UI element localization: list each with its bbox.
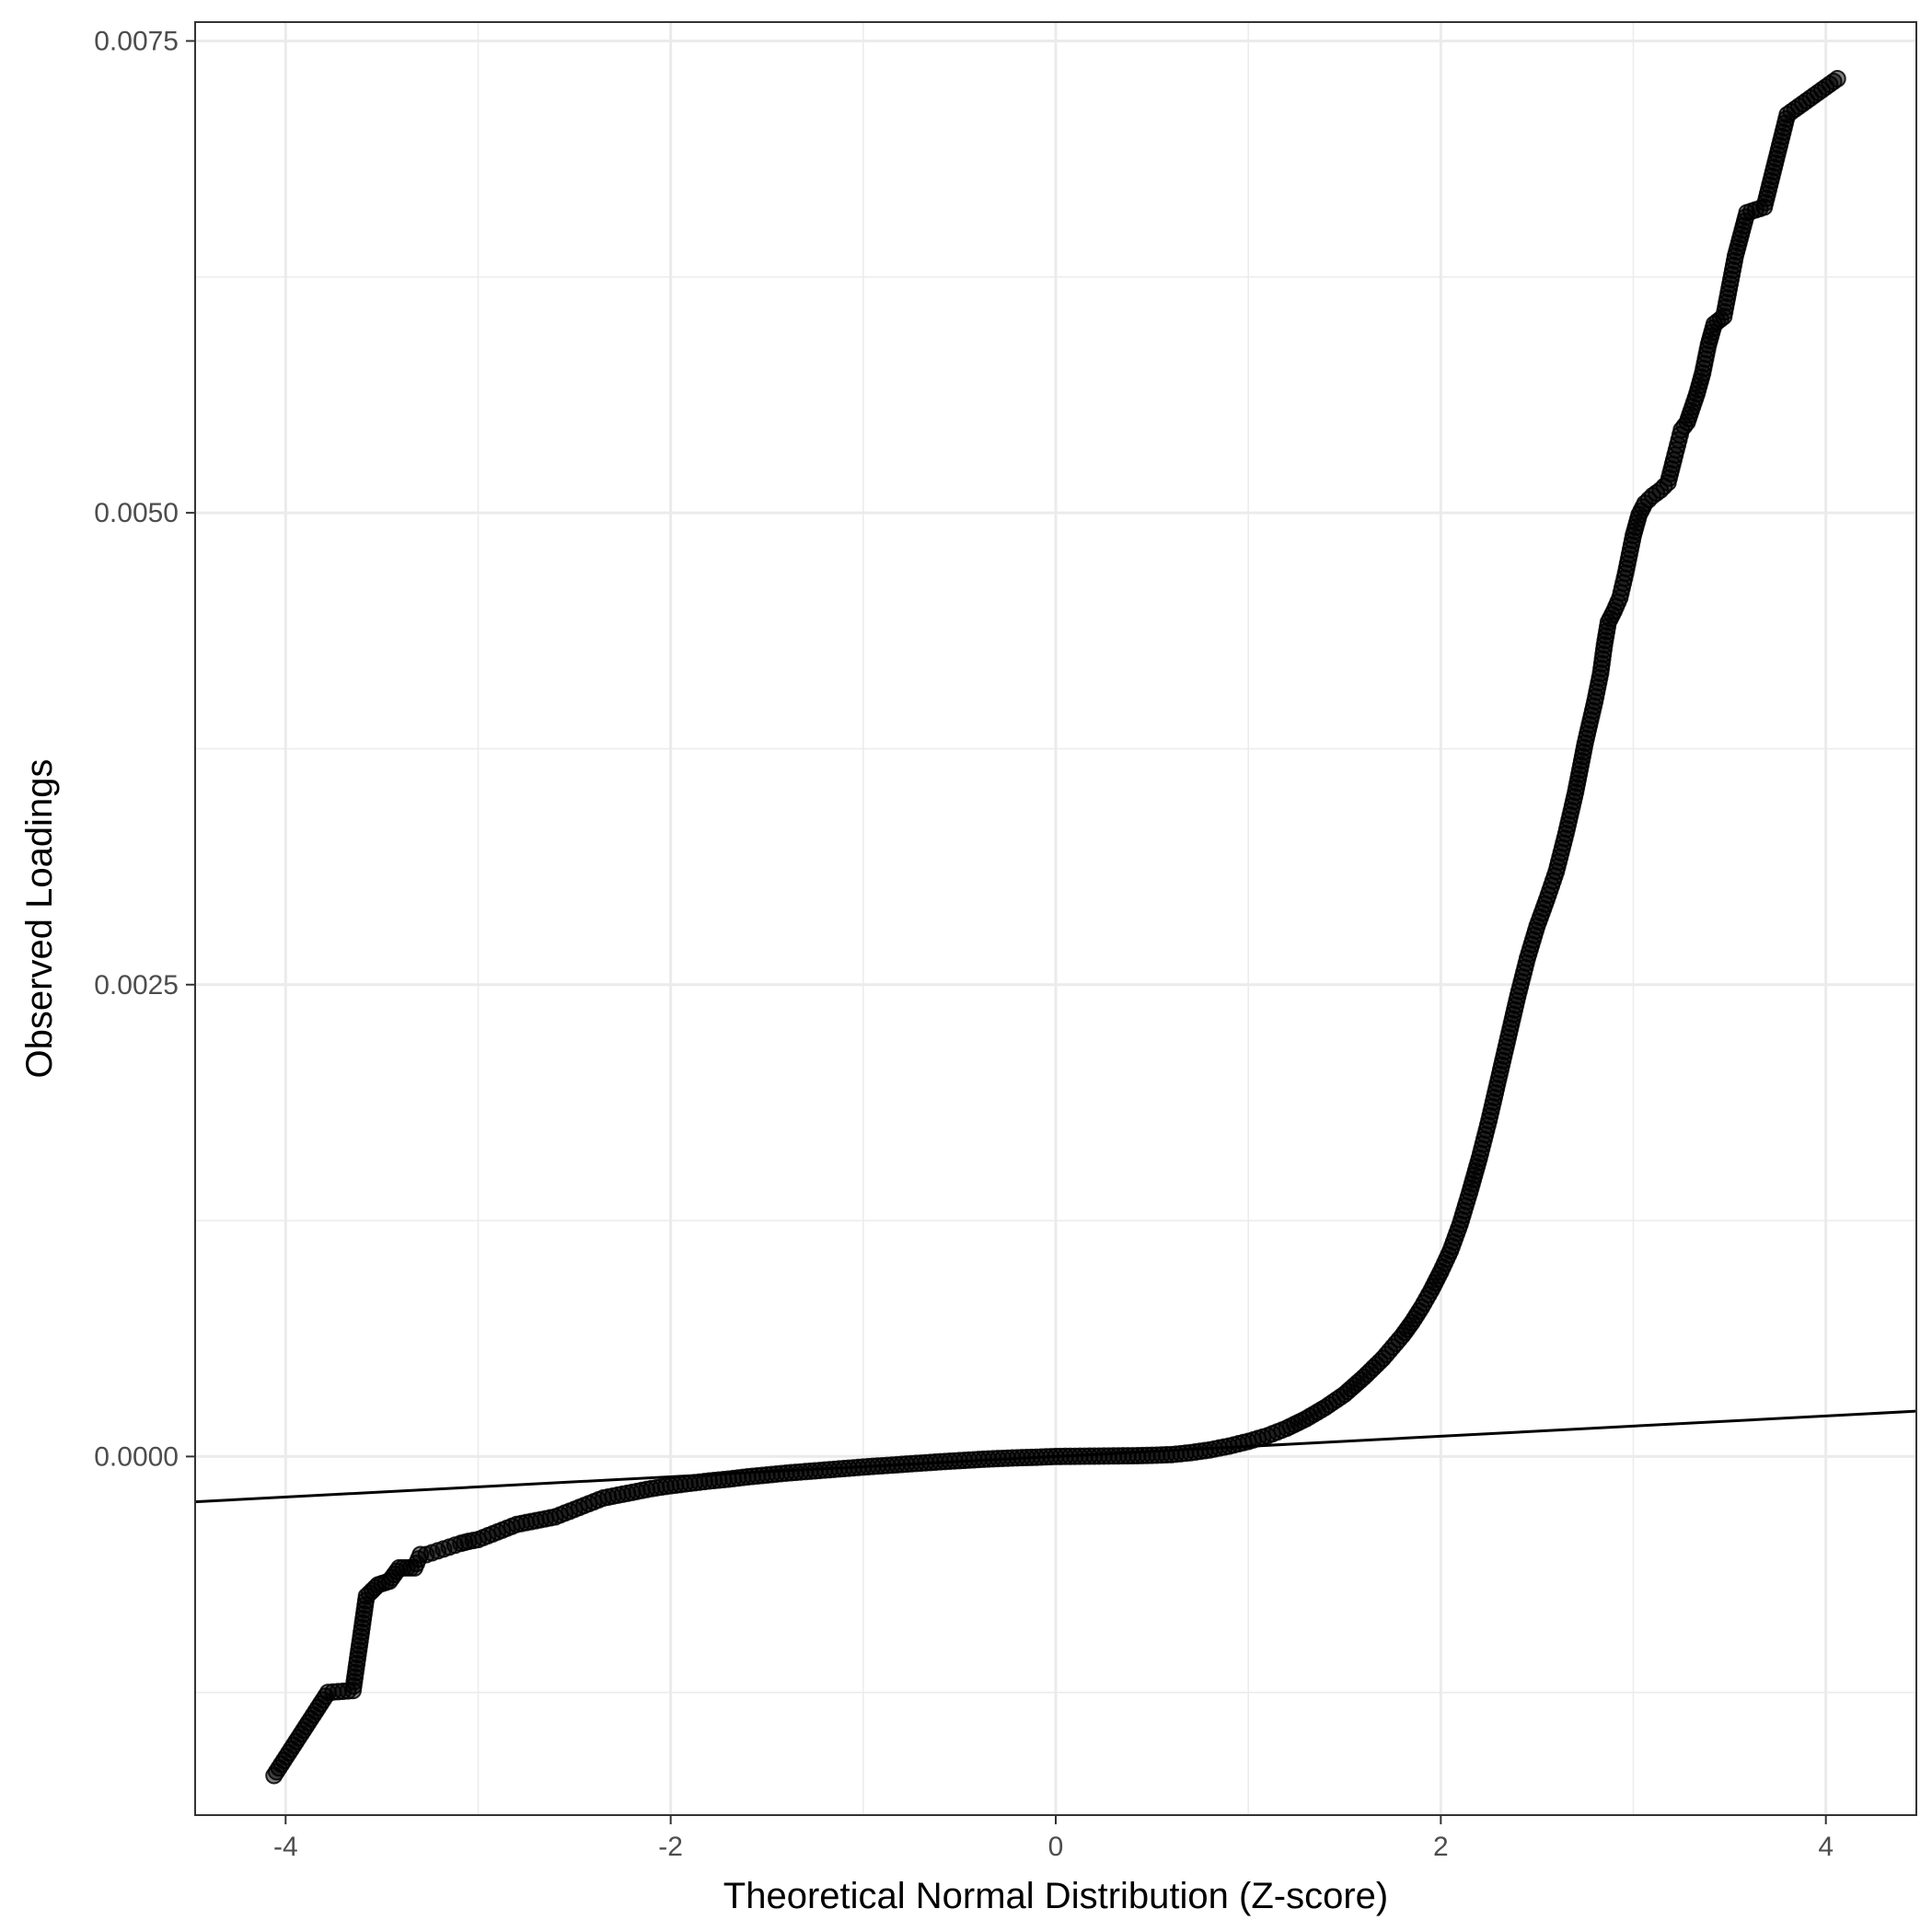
x-tick-label: -4: [273, 1832, 298, 1862]
x-tick-label: 0: [1048, 1832, 1064, 1862]
y-tick-label: 0.0025: [94, 970, 179, 1001]
x-tick-label: -2: [658, 1832, 683, 1862]
y-tick-label: 0.0000: [94, 1441, 179, 1472]
data-point: [1828, 70, 1846, 88]
data-points: [265, 70, 1846, 1785]
x-tick-label: 4: [1818, 1832, 1834, 1862]
y-tick-label: 0.0075: [94, 27, 179, 57]
x-axis: -4 -2 0 2 4: [273, 1815, 1834, 1862]
y-axis: 0.0000 0.0025 0.0050 0.0075: [94, 27, 195, 1472]
x-tick-label: 2: [1433, 1832, 1449, 1862]
y-tick-label: 0.0050: [94, 498, 179, 528]
x-axis-title: Theoretical Normal Distribution (Z-score…: [723, 1876, 1388, 1916]
y-axis-title: Observed Loadings: [19, 759, 60, 1079]
